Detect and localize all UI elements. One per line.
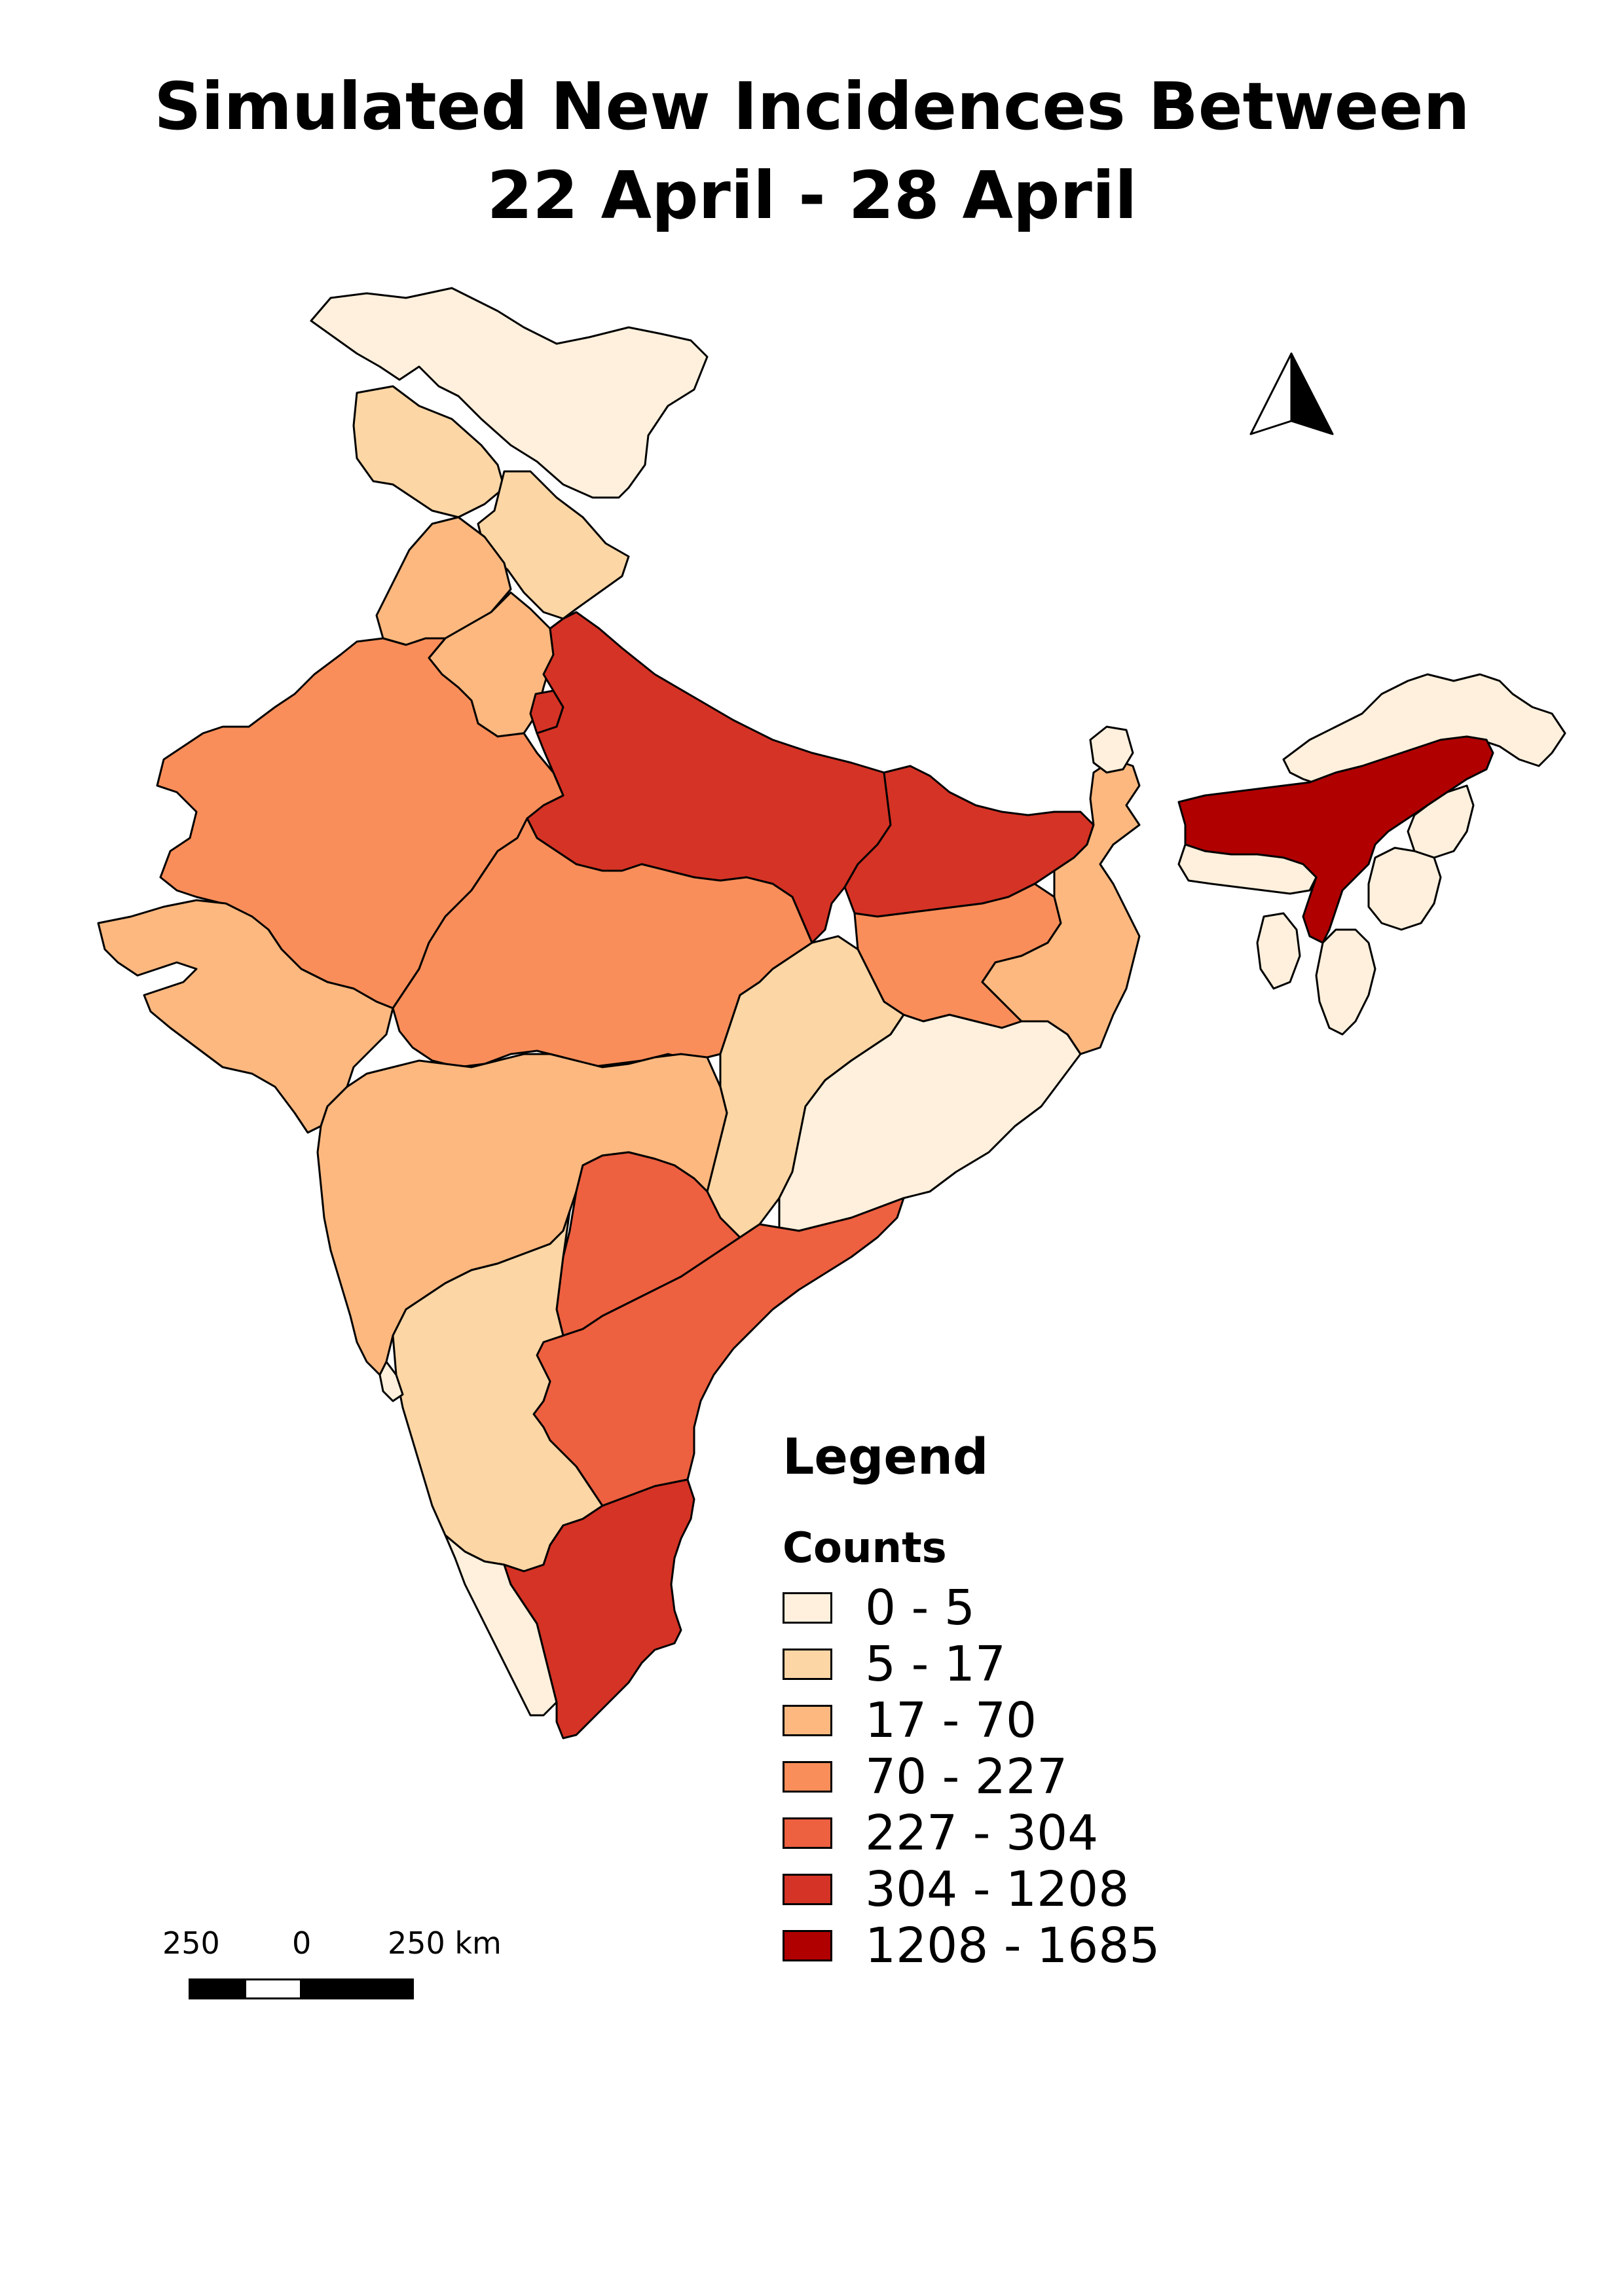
legend-subtitle: Counts (783, 1524, 947, 1573)
legend-label: 70 - 227 (865, 1749, 1068, 1805)
legend-swatch (783, 1761, 832, 1793)
legend-swatch (783, 1874, 832, 1905)
state-manipur (1367, 847, 1442, 931)
north-arrow-icon (1249, 352, 1334, 435)
state-goa (378, 1360, 404, 1402)
legend-item: 70 - 227 (783, 1749, 1372, 1805)
scale-label-zero: 0 (292, 1925, 312, 1961)
legend-label: 227 - 304 (865, 1805, 1099, 1861)
state-himachal-pradesh (352, 385, 506, 519)
map-legend: Legend Counts 0 - 5 5 - 17 17 - 70 70 - … (783, 1427, 1372, 1974)
legend-label: 17 - 70 (865, 1692, 1037, 1749)
legend-item: 0 - 5 (783, 1580, 1372, 1636)
map-title-line-1: Simulated New Incidences Between (154, 68, 1470, 145)
map-title-line-2: 22 April - 28 April (487, 157, 1137, 234)
scale-segment-white (244, 1978, 302, 1999)
state-tripura (1256, 912, 1301, 990)
scale-label-left: 250 (162, 1925, 220, 1961)
state-nagaland (1407, 784, 1475, 859)
scale-bar: 250 0 250 km (157, 1925, 524, 2023)
legend-swatch (783, 1705, 832, 1736)
legend-label: 5 - 17 (865, 1636, 1006, 1692)
legend-swatch (783, 1592, 832, 1624)
legend-swatch (783, 1649, 832, 1680)
legend-label: 304 - 1208 (865, 1861, 1130, 1918)
legend-swatch (783, 1930, 832, 1961)
legend-item: 17 - 70 (783, 1692, 1372, 1749)
state-jammu-and-kashmir (310, 287, 709, 499)
legend-item: 304 - 1208 (783, 1861, 1372, 1918)
legend-label: 1208 - 1685 (865, 1918, 1160, 1974)
map-title: Simulated New Incidences Between 22 Apri… (0, 62, 1624, 240)
legend-item: 1208 - 1685 (783, 1918, 1372, 1974)
scale-segment-black (300, 1978, 414, 1999)
legend-title: Legend (783, 1427, 989, 1485)
state-sikkim (1089, 725, 1134, 774)
scale-segment-black (189, 1978, 246, 1999)
scale-label-right: 250 km (388, 1925, 502, 1961)
legend-swatch (783, 1817, 832, 1849)
state-meghalaya (1177, 843, 1318, 895)
legend-label: 0 - 5 (865, 1580, 975, 1636)
state-west-bengal (981, 758, 1141, 1055)
legend-item: 5 - 17 (783, 1636, 1372, 1692)
legend-item: 227 - 304 (783, 1805, 1372, 1861)
state-odisha (778, 1013, 1082, 1232)
state-mizoram (1315, 928, 1376, 1036)
state-tamil-nadu (503, 1478, 695, 1740)
